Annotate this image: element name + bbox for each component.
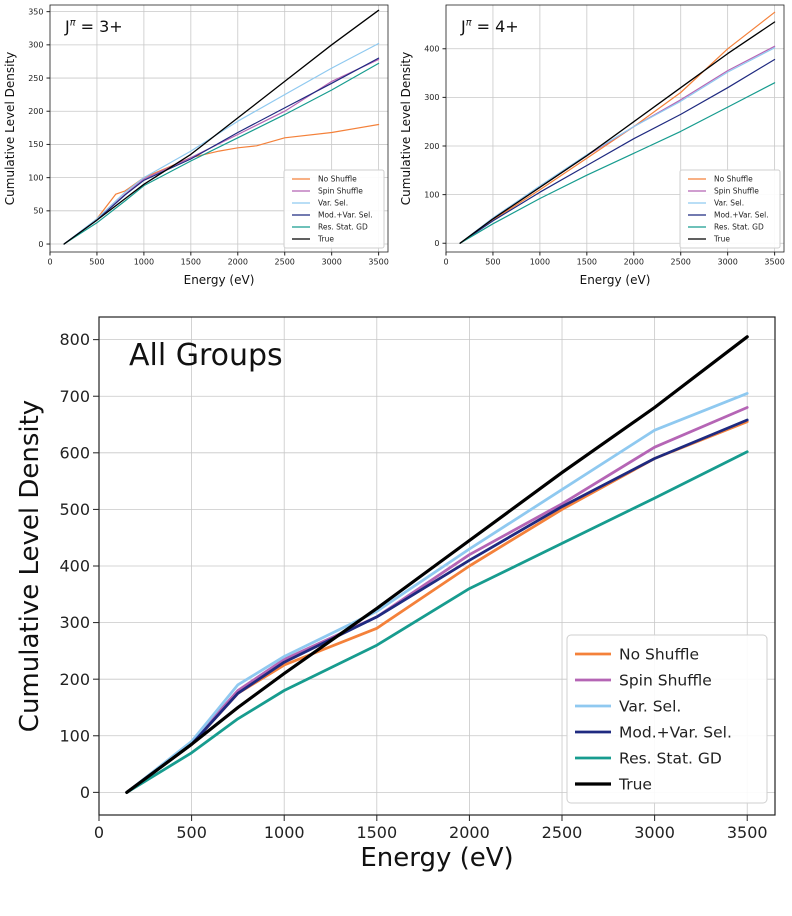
x-tick-label: 1500 (577, 258, 597, 267)
series-line-res-stat-gd (125, 450, 749, 794)
x-tick-label: 3000 (634, 823, 675, 842)
series-line-mod-var-sel- (459, 58, 776, 244)
axes-frame (49, 4, 389, 253)
x-tick-label: 0 (94, 823, 104, 842)
y-tick-label: 400 (424, 45, 439, 54)
panel-annotation: Jπ = 4+ (460, 17, 519, 36)
legend-entry: Var. Sel. (714, 199, 744, 208)
legend-entry: Spin Shuffle (318, 187, 363, 196)
series-line-true (459, 21, 776, 244)
legend-entry: True (618, 775, 652, 793)
x-tick-label: 2000 (449, 823, 490, 842)
panel-annotation: Jπ = 3+ (64, 17, 123, 36)
legend-entry: Res. Stat. GD (714, 223, 764, 232)
y-tick-label: 800 (59, 330, 90, 349)
series-line-mod-var-sel- (63, 57, 380, 245)
x-tick-label: 500 (176, 823, 207, 842)
x-tick-label: 0 (443, 258, 448, 267)
x-axis-label: Energy (eV) (184, 273, 255, 287)
legend-entry: Res. Stat. GD (619, 749, 722, 767)
y-tick-label: 150 (28, 140, 43, 149)
series-line-var-sel- (125, 392, 749, 794)
y-tick-label: 700 (59, 387, 90, 406)
panel-annotation: All Groups (129, 338, 283, 373)
y-tick-label: 0 (434, 239, 439, 248)
x-tick-label: 3500 (368, 258, 388, 267)
series-line-var-sel- (63, 42, 380, 245)
legend-entry: True (713, 235, 730, 244)
y-tick-label: 250 (28, 74, 43, 83)
series-line-res-stat-gd (63, 62, 380, 245)
legend-entry: Mod.+Var. Sel. (318, 211, 373, 220)
legend-entry: Mod.+Var. Sel. (714, 211, 769, 220)
y-tick-label: 0 (38, 240, 43, 249)
y-tick-label: 500 (59, 500, 90, 519)
y-axis-label: Cumulative Level Density (3, 52, 17, 205)
x-tick-label: 1000 (134, 258, 154, 267)
x-tick-label: 3500 (764, 258, 784, 267)
y-tick-label: 0 (80, 783, 90, 802)
axes-frame (445, 4, 785, 253)
x-tick-label: 500 (89, 258, 104, 267)
x-tick-label: 1000 (264, 823, 305, 842)
series-line-var-sel- (459, 47, 776, 244)
legend-entry: No Shuffle (318, 175, 357, 184)
legend-entry: Spin Shuffle (714, 187, 759, 196)
x-tick-label: 1000 (530, 258, 550, 267)
legend-entry: Mod.+Var. Sel. (619, 723, 732, 741)
y-tick-label: 50 (33, 207, 43, 216)
x-axis-label: Energy (eV) (360, 843, 513, 873)
y-tick-label: 100 (424, 190, 439, 199)
series-line-res-stat-gd (459, 82, 776, 244)
y-axis-label: Cumulative Level Density (15, 400, 45, 732)
legend-entry: Var. Sel. (318, 199, 348, 208)
y-tick-label: 200 (28, 107, 43, 116)
x-tick-label: 3500 (727, 823, 768, 842)
legend (566, 634, 768, 804)
y-tick-label: 200 (59, 670, 90, 689)
x-tick-label: 2500 (275, 258, 295, 267)
y-axis-label: Cumulative Level Density (399, 52, 413, 205)
x-axis-label: Energy (eV) (580, 273, 651, 287)
series-line-no-shuffle (459, 11, 776, 244)
y-tick-label: 600 (59, 443, 90, 462)
x-tick-label: 1500 (356, 823, 397, 842)
legend (679, 169, 781, 249)
chart-jpi-3plus: 0 500 1000 1500 2000 2500 3000 3500 0 50 100 150 200… (3, 4, 389, 287)
x-tick-label: 2500 (542, 823, 583, 842)
y-tick-label: 100 (59, 726, 90, 745)
y-tick-label: 300 (424, 93, 439, 102)
legend (283, 169, 385, 249)
x-tick-label: 3000 (717, 258, 737, 267)
x-tick-label: 3000 (321, 258, 341, 267)
legend-entry: Spin Shuffle (619, 671, 712, 689)
legend-entry: Var. Sel. (619, 697, 681, 715)
series-line-true (125, 335, 749, 794)
x-tick-label: 2000 (228, 258, 248, 267)
y-tick-label: 300 (28, 41, 43, 50)
legend-entry: No Shuffle (714, 175, 753, 184)
y-tick-label: 350 (28, 7, 43, 16)
x-tick-label: 2500 (671, 258, 691, 267)
y-tick-label: 100 (28, 173, 43, 182)
series-line-mod-var-sel- (125, 418, 749, 794)
chart-all-groups: 0 500 1000 1500 2000 2500 3000 3500 0 100 200 300 40… (15, 316, 776, 873)
x-tick-label: 2000 (624, 258, 644, 267)
legend-entry: No Shuffle (619, 645, 699, 663)
legend-entry: True (317, 235, 334, 244)
legend-entry: Res. Stat. GD (318, 223, 368, 232)
series-line-true (63, 9, 380, 245)
x-tick-label: 1500 (181, 258, 201, 267)
x-tick-label: 500 (485, 258, 500, 267)
y-tick-label: 200 (424, 142, 439, 151)
y-tick-label: 300 (59, 613, 90, 632)
y-tick-label: 400 (59, 557, 90, 576)
chart-jpi-4plus: 0 500 1000 1500 2000 2500 3000 3500 0 100 200 300 40… (399, 4, 785, 287)
x-tick-label: 0 (47, 258, 52, 267)
